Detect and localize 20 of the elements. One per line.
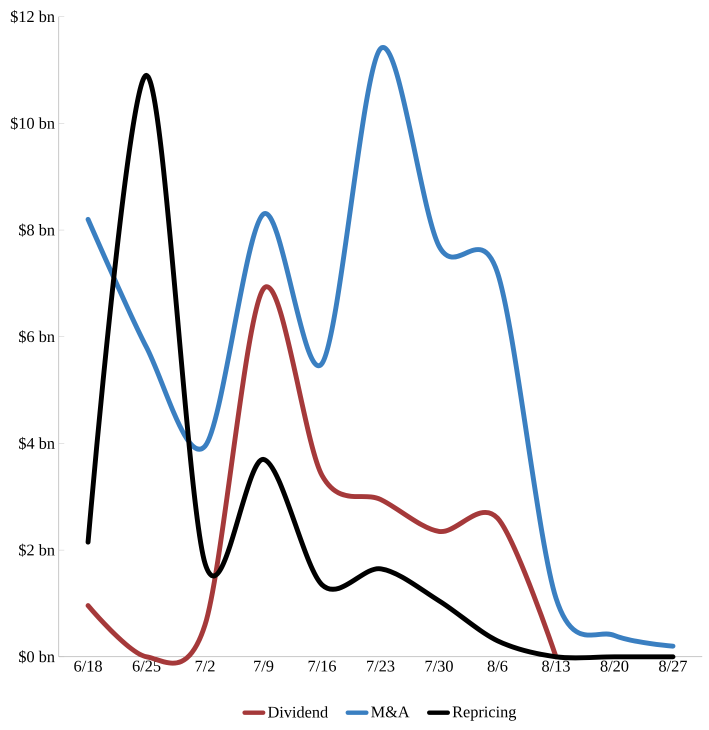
y-tick-label: $0 bn: [19, 650, 55, 664]
legend-label: M&A: [371, 706, 410, 718]
x-tick-label: 7/9: [254, 660, 274, 672]
x-tick-label: 8/6: [488, 660, 508, 672]
legend-label: Dividend: [268, 706, 328, 718]
y-tick-label: $12 bn: [10, 10, 55, 24]
x-tick-label: 8/13: [542, 660, 570, 672]
x-tick-label: 6/18: [74, 660, 102, 672]
y-tick-label: $6 bn: [19, 330, 55, 344]
x-tick-label: 8/27: [659, 660, 687, 672]
legend-label: Repricing: [452, 706, 516, 721]
x-tick-label: 8/20: [600, 660, 628, 672]
y-tick-label: $4 bn: [19, 436, 55, 450]
y-tick-label: $10 bn: [10, 116, 55, 130]
x-tick-label: 7/23: [367, 660, 394, 672]
x-tick-label: 7/2: [196, 660, 215, 672]
y-tick-label: $8 bn: [19, 224, 55, 237]
x-tick-label: 7/16: [308, 660, 336, 672]
y-tick-label: $2 bn: [19, 544, 55, 557]
x-tick-label: 7/30: [426, 660, 453, 672]
